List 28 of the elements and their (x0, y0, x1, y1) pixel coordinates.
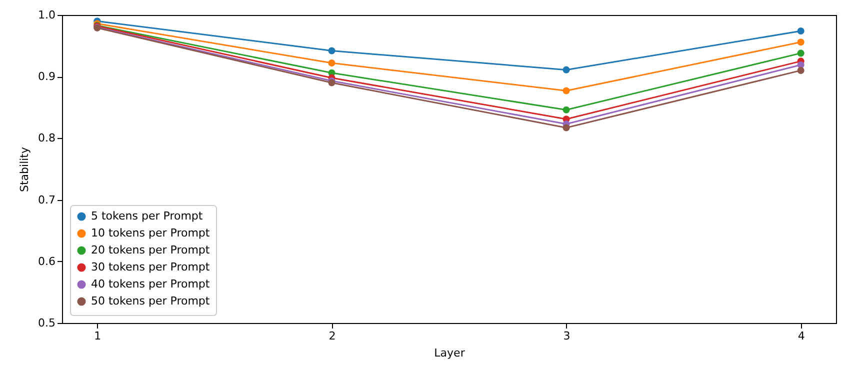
y-axis-title: Stability (18, 146, 32, 192)
legend-label: 10 tokens per Prompt (91, 226, 210, 240)
point (328, 47, 336, 54)
y-tick-label: 0.8 (38, 132, 56, 145)
x-tick-label: 1 (94, 330, 102, 342)
x-tick-label: 2 (328, 330, 336, 342)
legend-label: 20 tokens per Prompt (91, 244, 210, 256)
y-tick-label: 0.6 (38, 254, 56, 268)
legend-label: 5 tokens per Prompt (91, 210, 204, 222)
point (797, 27, 804, 35)
point (562, 124, 570, 132)
point (328, 60, 336, 67)
legend-label: 50 tokens per Prompt (91, 294, 210, 308)
y-tick-label: 0.5 (38, 316, 56, 330)
point (797, 66, 804, 74)
y-tick-label: 1.0 (38, 8, 56, 22)
x-tick-label: 3 (563, 330, 570, 342)
legend-label: 40 tokens per Prompt (91, 278, 210, 290)
point (797, 50, 804, 57)
y-tick-label: 0.7 (38, 193, 56, 206)
point (562, 87, 570, 94)
x-axis-title: Layer (434, 346, 466, 360)
legend-label: 30 tokens per Prompt (91, 260, 210, 274)
point (562, 66, 570, 74)
point (562, 106, 570, 114)
y-tick-label: 0.9 (38, 70, 56, 84)
point (797, 38, 804, 46)
x-tick-label: 4 (798, 330, 805, 342)
